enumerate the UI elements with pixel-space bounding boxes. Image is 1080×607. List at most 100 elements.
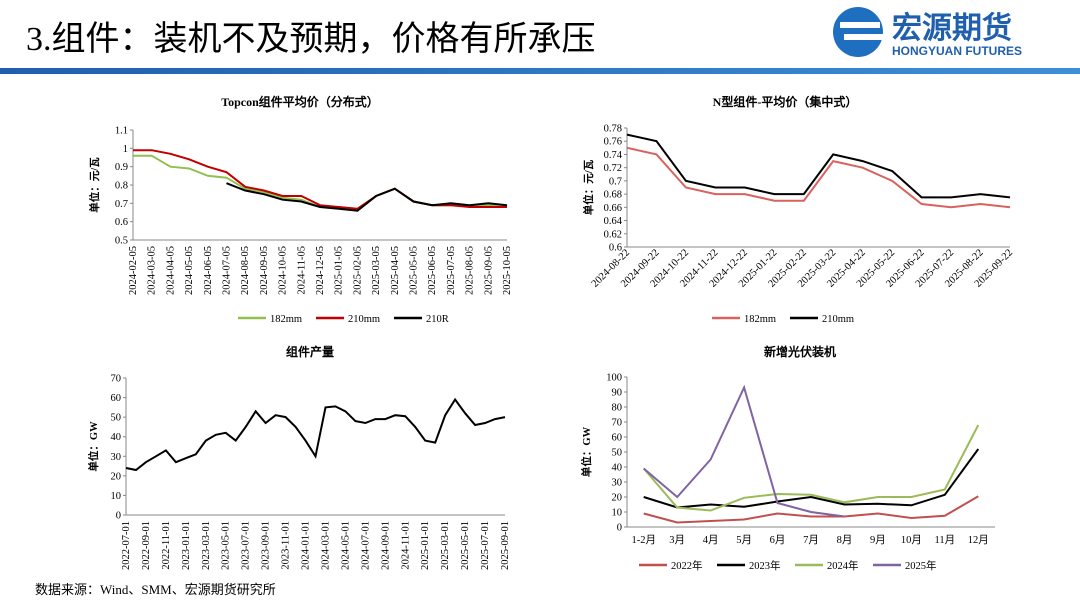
- y-tick-label: 0.72: [604, 163, 622, 174]
- y-tick-label: 100: [606, 373, 622, 384]
- chart-title: 组件产量: [286, 344, 334, 359]
- x-tick-label: 2025-03-01: [440, 521, 451, 570]
- y-tick-label: 0.7: [609, 176, 622, 187]
- y-tick-label: 40: [111, 432, 122, 443]
- x-tick-label: 2024-09-05: [259, 246, 270, 295]
- x-tick-label: 2024-07-05: [222, 246, 233, 295]
- x-tick-label: 8月: [837, 534, 853, 546]
- legend-label: 210mm: [822, 314, 854, 325]
- y-tick-label: 0: [617, 523, 622, 534]
- legend-label: 182mm: [270, 314, 302, 325]
- x-tick-label: 2025-04-05: [390, 246, 401, 295]
- logo-en: HONGYUAN FUTURES: [892, 44, 1022, 58]
- x-tick-label: 2025-01-05: [334, 246, 345, 295]
- y-tick-label: 0.68: [604, 190, 622, 201]
- series-line: [226, 182, 508, 212]
- y-axis-label: 单位：GW: [580, 426, 593, 477]
- x-tick-label: 2025-09-05: [483, 246, 494, 295]
- chart-title: Topcon组件平均价（分布式）: [221, 94, 379, 109]
- y-tick-label: 0.64: [604, 216, 623, 227]
- y-tick-label: 1.1: [115, 126, 128, 137]
- x-tick-label: 2024-03-05: [147, 246, 158, 295]
- y-tick-label: 20: [612, 493, 623, 504]
- header-bar: [0, 68, 1080, 74]
- chart-title: N型组件-平均价（集中式）: [713, 94, 858, 109]
- series-line: [642, 424, 980, 512]
- x-tick-label: 2022-09-01: [141, 521, 152, 570]
- x-tick-label: 10月: [901, 534, 922, 546]
- x-tick-label: 2025-02-05: [352, 246, 363, 295]
- x-tick-label: 2024-12-05: [315, 246, 326, 295]
- y-tick-label: 0.6: [115, 217, 128, 228]
- y-tick-label: 0.8: [115, 181, 128, 192]
- x-tick-label: 9月: [870, 534, 886, 546]
- y-tick-label: 10: [612, 508, 623, 519]
- legend-label: 2025年: [905, 559, 937, 572]
- x-tick-label: 2024-05-01: [340, 521, 351, 570]
- y-tick-label: 20: [111, 471, 122, 482]
- y-tick-label: 0.78: [604, 124, 622, 135]
- x-tick-label: 2022-11-01: [161, 521, 172, 570]
- x-tick-label: 3月: [669, 534, 685, 546]
- y-tick-label: 40: [612, 463, 623, 474]
- series-line: [125, 397, 506, 472]
- x-tick-label: 2025-05-05: [409, 246, 420, 295]
- x-tick-label: 2024-11-01: [400, 521, 411, 570]
- logo-cn: 宏源期货: [892, 11, 1012, 46]
- series-line: [643, 448, 980, 509]
- x-tick-label: 2025-08-05: [465, 246, 476, 295]
- x-tick-label: 2024-11-05: [296, 246, 307, 295]
- x-tick-label: 2025-05-01: [460, 521, 471, 570]
- series-line: [626, 133, 1011, 199]
- series-line: [133, 149, 507, 210]
- x-tick-label: 7月: [803, 534, 819, 546]
- slide-title: 3.组件：装机不及预期，价格有所承压: [26, 20, 596, 58]
- x-tick-label: 2024-04-05: [165, 246, 176, 295]
- logo-icon-stripe: [844, 34, 884, 40]
- x-tick-label: 2025-03-05: [371, 246, 382, 295]
- x-tick-label: 5月: [736, 534, 752, 546]
- x-tick-label: 2024-02-05: [128, 246, 139, 295]
- x-tick-label: 2025-07-05: [446, 246, 457, 295]
- x-tick-label: 2025-07-01: [480, 521, 491, 570]
- y-tick-label: 30: [111, 452, 122, 463]
- x-tick-label: 2024-06-05: [203, 246, 214, 295]
- legend-label: 2024年: [827, 559, 859, 572]
- y-tick-label: 0.6: [609, 243, 622, 254]
- y-tick-label: 0.76: [604, 137, 622, 148]
- y-tick-label: 80: [612, 403, 623, 414]
- series-line: [626, 146, 1011, 209]
- y-tick-label: 60: [111, 393, 122, 404]
- x-tick-label: 2024-07-01: [360, 521, 371, 570]
- x-tick-label: 2023-01-01: [181, 521, 192, 570]
- legend-label: 210mm: [348, 314, 380, 325]
- y-tick-label: 0.7: [115, 199, 128, 210]
- y-tick-label: 50: [111, 413, 122, 424]
- x-tick-label: 2025-01-01: [420, 521, 431, 570]
- source-note: 数据来源：Wind、SMM、宏源期货研究所: [35, 582, 276, 597]
- y-tick-label: 50: [612, 448, 623, 459]
- x-tick-label: 2024-08-05: [240, 246, 251, 295]
- y-tick-label: 10: [111, 491, 122, 502]
- logo: 宏源期货 HONGYUAN FUTURES: [833, 7, 1022, 58]
- x-tick-label: 2022-07-01: [121, 521, 132, 570]
- y-tick-label: 60: [612, 433, 623, 444]
- x-tick-label: 11月: [935, 534, 956, 546]
- y-tick-label: 0: [116, 511, 121, 522]
- y-tick-label: 90: [612, 388, 623, 399]
- x-tick-label: 2024-05-05: [184, 246, 195, 295]
- y-tick-label: 70: [612, 418, 623, 429]
- x-tick-label: 2025-10-05: [502, 246, 513, 295]
- legend-label: 2023年: [749, 559, 781, 572]
- chart-title: 新增光伏装机: [764, 344, 836, 359]
- x-tick-label: 2023-09-01: [261, 521, 272, 570]
- x-tick-label: 2024-10-05: [278, 246, 289, 295]
- legend-label: 182mm: [744, 314, 776, 325]
- x-tick-label: 1-2月: [631, 534, 656, 546]
- x-tick-label: 2025-09-01: [500, 521, 511, 570]
- x-tick-label: 6月: [770, 534, 786, 546]
- x-tick-label: 12月: [968, 534, 989, 546]
- y-axis-label: 单位：元/瓦: [582, 159, 595, 215]
- y-axis-label: 单位：元/瓦: [88, 157, 101, 213]
